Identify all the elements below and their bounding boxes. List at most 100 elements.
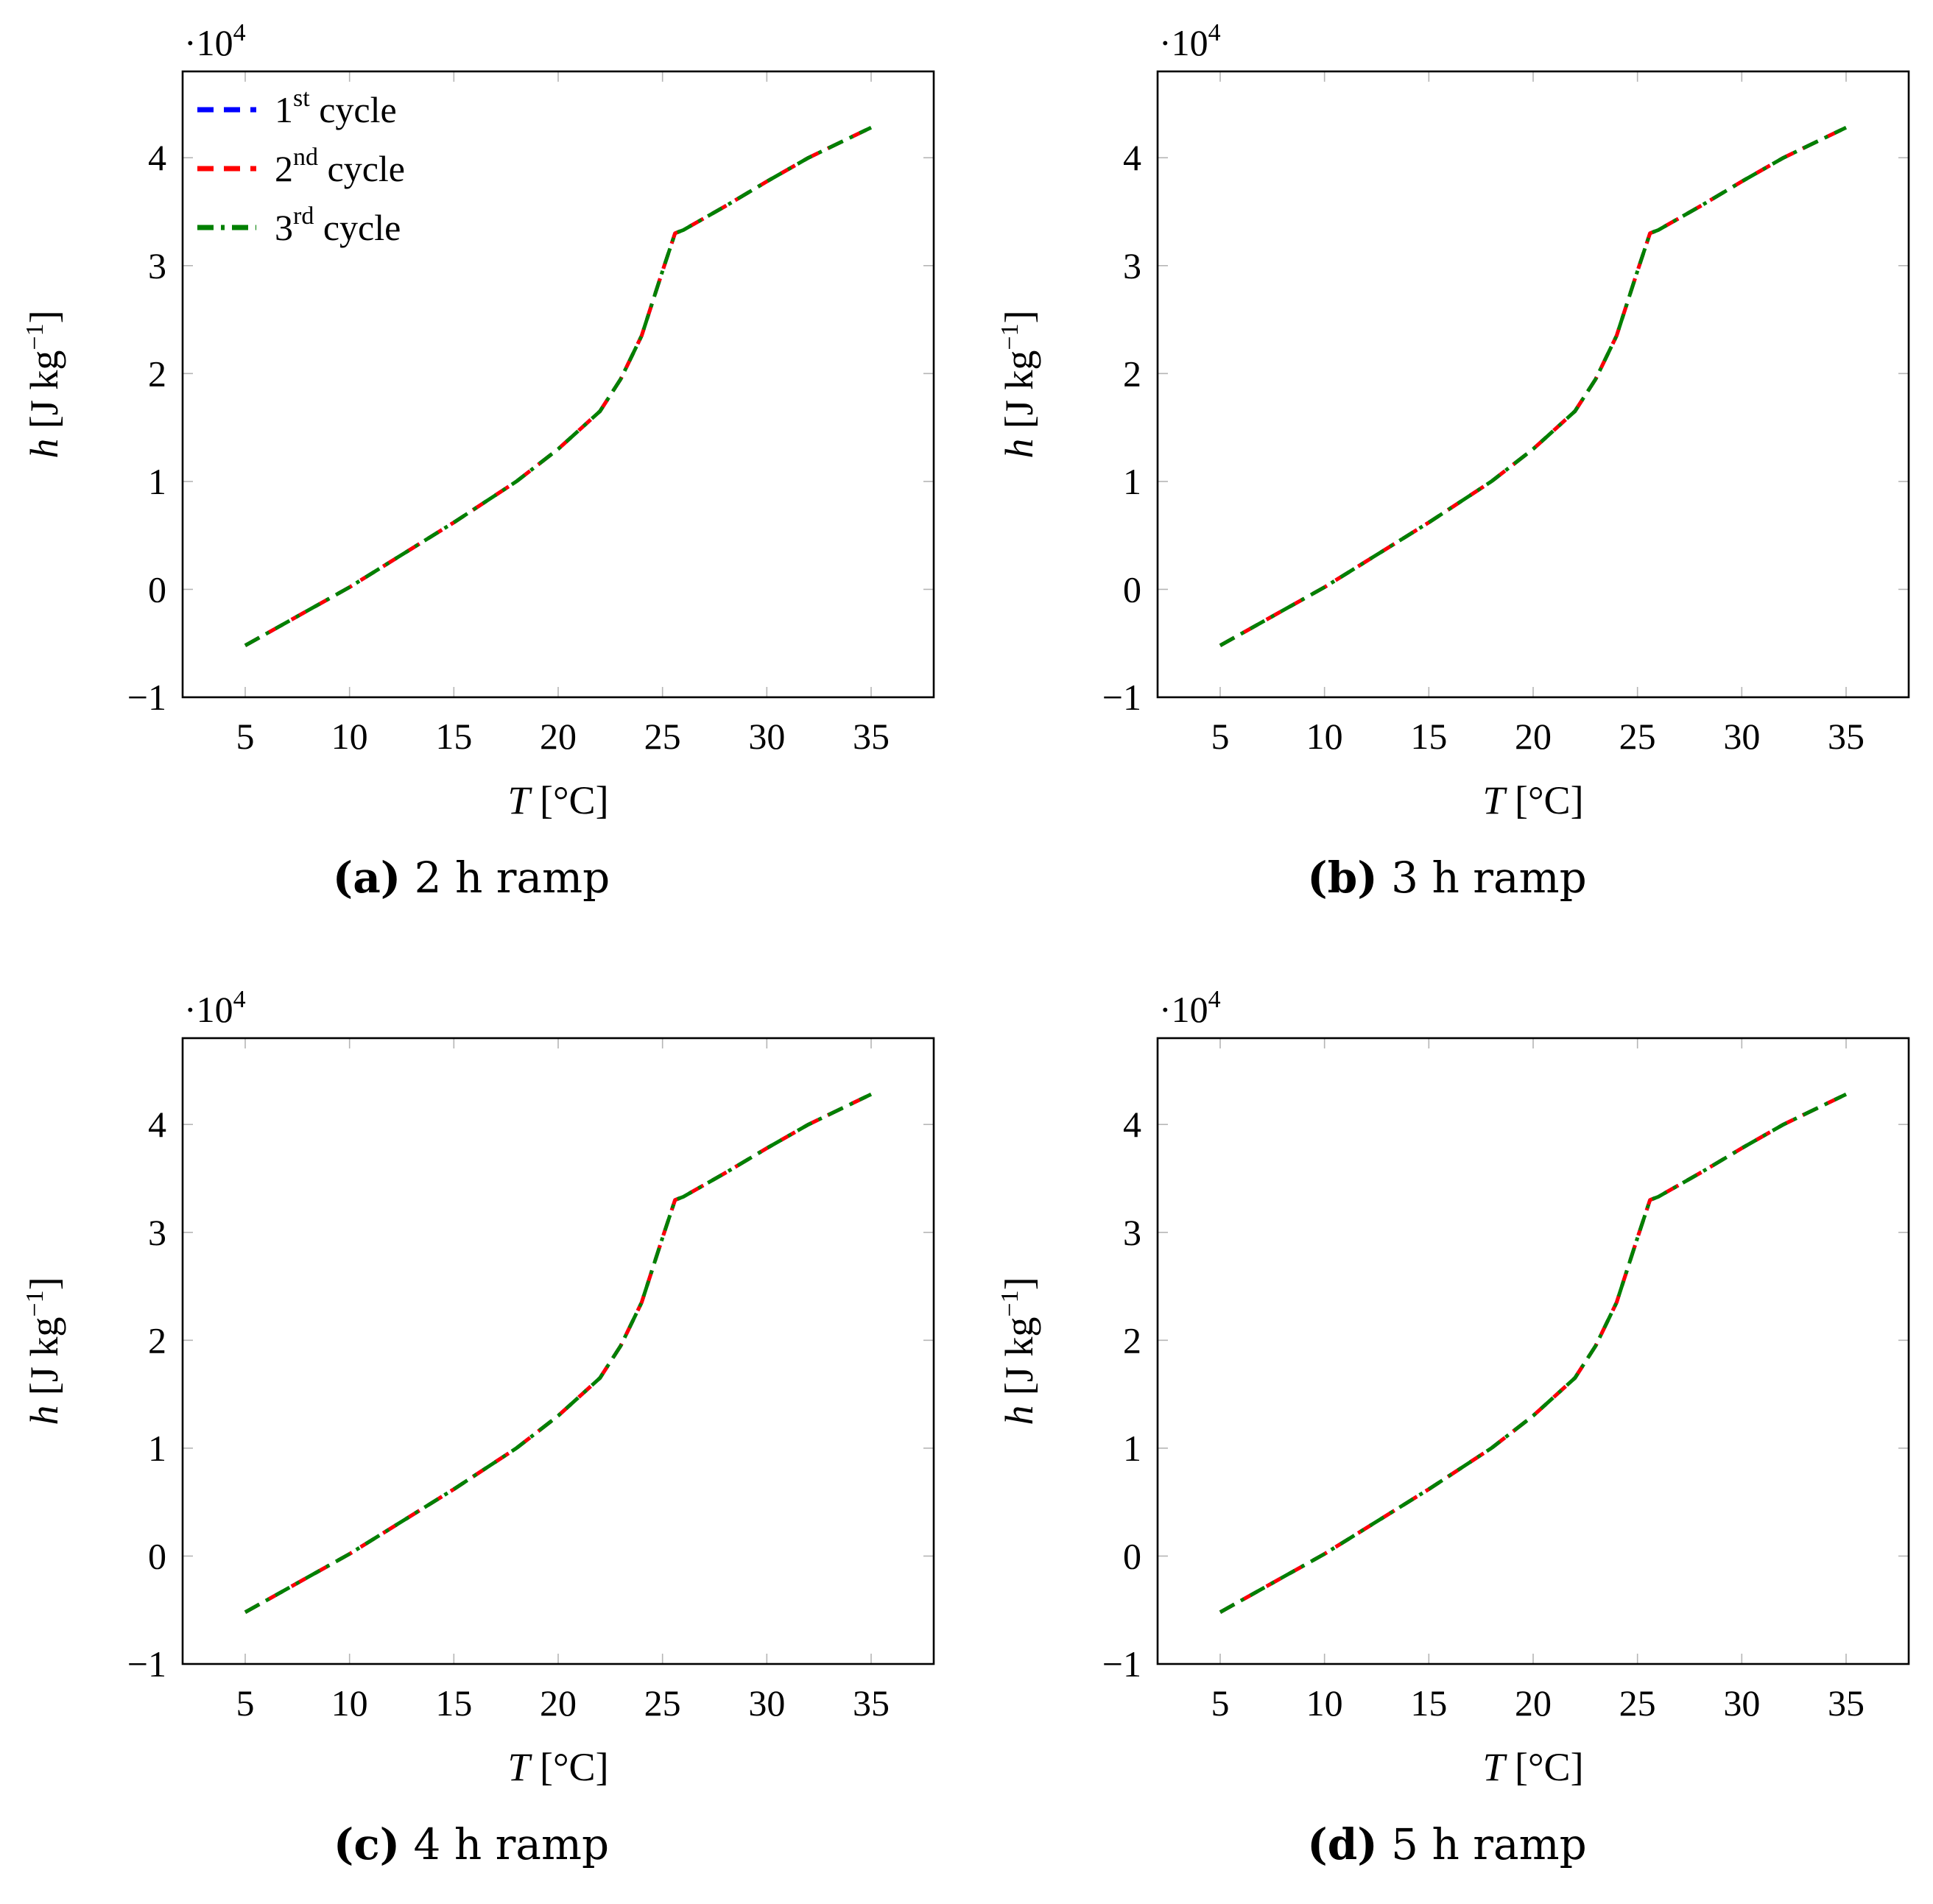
y-tick-label: 1	[1123, 1428, 1141, 1469]
y-axis-var: h	[997, 439, 1041, 459]
y-tick-label: 2	[1123, 1319, 1141, 1361]
y-axis-unit: [J kg	[997, 1317, 1041, 1406]
y-axis-var: h	[22, 439, 66, 459]
caption-letter: (a)	[333, 853, 401, 903]
multiplier-base: ·10	[1159, 989, 1208, 1030]
y-tick-label: 0	[1123, 1535, 1141, 1576]
x-tick-label: 35	[1828, 1682, 1865, 1724]
y-axis-label: h [J kg−1]	[996, 1277, 1041, 1425]
legend-suffix: cycle	[314, 207, 401, 248]
x-axis-unit: [°C]	[1504, 778, 1583, 822]
x-tick-label: 10	[1306, 1682, 1343, 1724]
y-tick-label: 4	[148, 1104, 166, 1145]
x-tick-label: 25	[1619, 1682, 1656, 1724]
y-multiplier: ·104	[184, 19, 246, 63]
x-tick-label: 15	[1410, 1682, 1447, 1724]
x-tick-label: 10	[1306, 716, 1343, 757]
y-multiplier: ·104	[1159, 986, 1221, 1030]
y-tick-label: 4	[148, 137, 166, 178]
x-tick-label: 5	[236, 1682, 255, 1724]
series-line-3	[1219, 125, 1848, 647]
y-tick-label: 2	[148, 353, 166, 394]
y-tick-label: 1	[1123, 461, 1141, 502]
y-tick-label: 3	[1123, 245, 1141, 286]
x-axis-var: T	[507, 778, 532, 822]
legend-suffix: cycle	[318, 148, 405, 189]
y-tick-label: 3	[148, 1212, 166, 1253]
y-tick-label: 3	[1123, 1212, 1141, 1253]
legend-sup: nd	[293, 144, 318, 171]
y-multiplier: ·104	[1159, 19, 1221, 63]
x-axis-var: T	[1482, 1745, 1507, 1789]
y-axis-close: ]	[997, 1277, 1041, 1290]
x-tick-label: 35	[853, 716, 890, 757]
y-tick-label: −1	[1102, 677, 1141, 718]
x-axis-label: T [°C]	[1482, 1745, 1583, 1789]
y-axis-var: h	[997, 1406, 1041, 1425]
y-tick-label: 0	[148, 568, 166, 610]
y-axis-close: ]	[997, 310, 1041, 323]
y-tick-label: −1	[127, 1643, 166, 1685]
x-axis-label: T [°C]	[507, 1745, 608, 1789]
x-tick-label: 20	[1515, 716, 1552, 757]
y-axis-unit: [J kg	[997, 350, 1041, 439]
y-multiplier: ·104	[184, 986, 246, 1030]
plot-frame	[1156, 70, 1910, 699]
series-line-3	[1219, 1092, 1848, 1614]
x-axis-var: T	[507, 1745, 532, 1789]
legend-sup: st	[293, 85, 310, 112]
y-tick-label: −1	[127, 677, 166, 718]
series-line-2	[1219, 125, 1848, 647]
caption-text: 2 h ramp	[401, 853, 610, 903]
multiplier-exponent: 4	[233, 986, 246, 1013]
y-axis-label: h [J kg−1]	[996, 310, 1041, 458]
x-tick-label: 5	[236, 716, 255, 757]
x-tick-label: 15	[435, 1682, 472, 1724]
x-tick-label: 20	[540, 716, 577, 757]
legend-num: 3	[275, 207, 293, 248]
multiplier-exponent: 4	[233, 19, 246, 46]
x-tick-label: 15	[435, 716, 472, 757]
panel-caption: (c) 4 h ramp	[334, 1819, 609, 1869]
x-tick-label: 30	[748, 716, 785, 757]
x-tick-label: 5	[1211, 716, 1230, 757]
y-axis-label: h [J kg−1]	[21, 310, 66, 458]
caption-text: 3 h ramp	[1378, 853, 1587, 903]
multiplier-base: ·10	[184, 989, 233, 1030]
y-tick-label: 1	[148, 1428, 166, 1469]
legend: 1st cycle 2nd cycle 3rd cycle	[197, 85, 405, 248]
x-tick-label: 20	[1515, 1682, 1552, 1724]
x-axis-var: T	[1482, 778, 1507, 822]
x-axis-unit: [°C]	[529, 778, 608, 822]
legend-sup: rd	[293, 202, 314, 230]
legend-num: 1	[275, 89, 293, 130]
caption-text: 4 h ramp	[400, 1819, 609, 1869]
x-tick-label: 20	[540, 1682, 577, 1724]
x-tick-label: 5	[1211, 1682, 1230, 1724]
y-axis-close: ]	[22, 310, 66, 323]
series-line-2	[244, 125, 873, 647]
y-axis-label: h [J kg−1]	[21, 1277, 66, 1425]
y-tick-label: 3	[148, 245, 166, 286]
multiplier-base: ·10	[1159, 22, 1208, 63]
y-tick-label: 0	[1123, 568, 1141, 610]
series-line-2	[244, 1092, 873, 1614]
multiplier-exponent: 4	[1208, 19, 1221, 46]
y-tick-label: 2	[148, 1319, 166, 1361]
y-tick-label: −1	[1102, 1643, 1141, 1685]
caption-text: 5 h ramp	[1378, 1819, 1587, 1869]
series-line-3	[244, 1092, 873, 1614]
legend-label-1: 1st cycle	[275, 85, 397, 130]
y-axis-exponent: −1	[996, 323, 1024, 350]
x-tick-label: 35	[1828, 716, 1865, 757]
y-axis-var: h	[22, 1406, 66, 1425]
legend-num: 2	[275, 148, 293, 189]
y-tick-label: 1	[148, 461, 166, 502]
legend-suffix: cycle	[310, 89, 397, 130]
y-tick-label: 2	[1123, 353, 1141, 394]
